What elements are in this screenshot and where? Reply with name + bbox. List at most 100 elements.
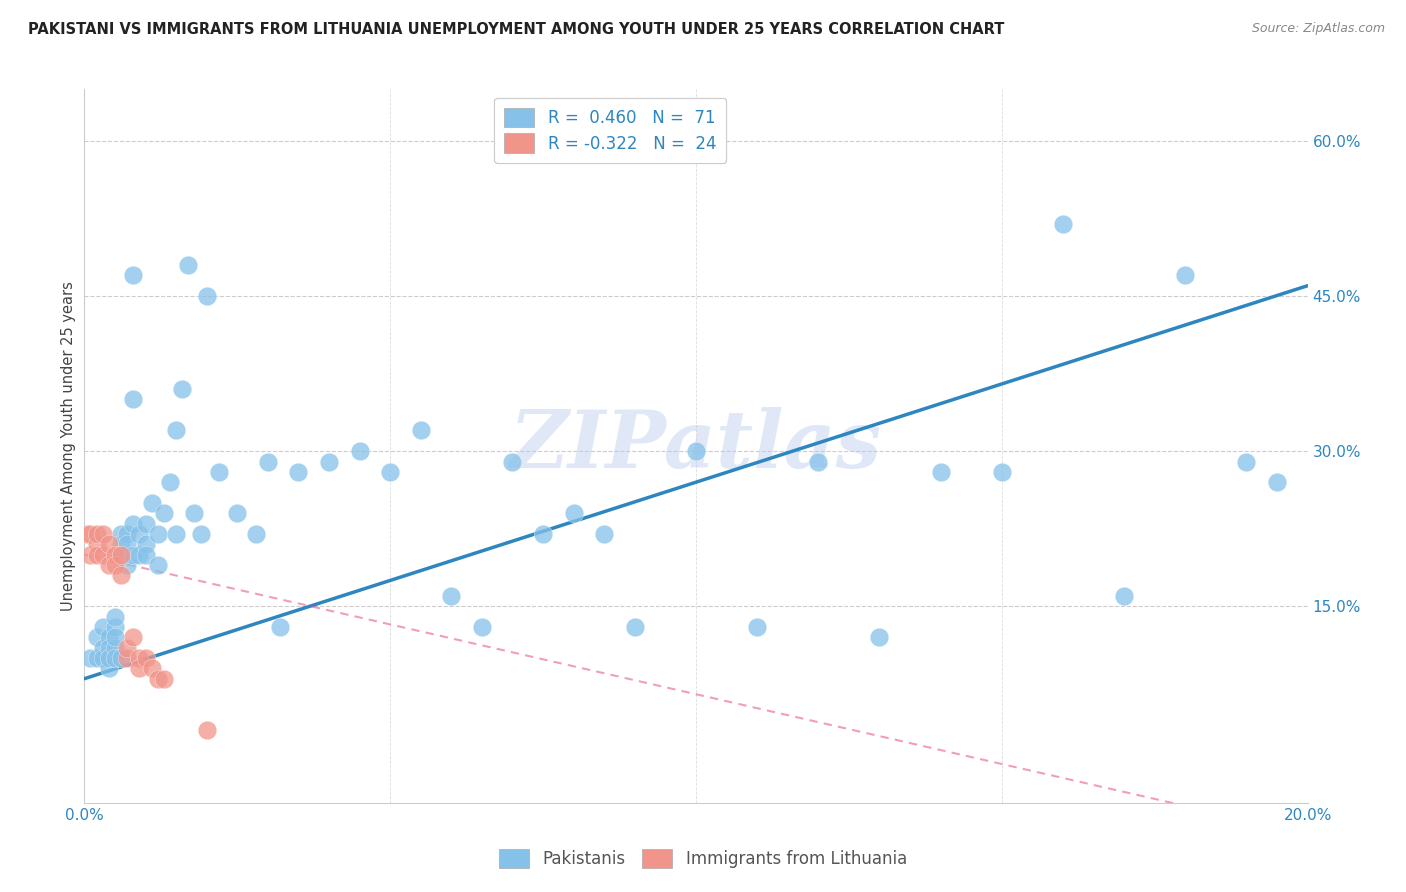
- Point: [624, 620, 647, 634]
- Point: [91, 651, 114, 665]
- Point: [991, 465, 1014, 479]
- Point: [79, 548, 101, 562]
- Point: [122, 268, 145, 283]
- Point: [165, 527, 187, 541]
- Point: [104, 609, 127, 624]
- Point: [128, 548, 150, 562]
- Point: [128, 661, 150, 675]
- Point: [135, 548, 157, 562]
- Point: [195, 723, 218, 738]
- Point: [76, 527, 98, 541]
- Text: PAKISTANI VS IMMIGRANTS FROM LITHUANIA UNEMPLOYMENT AMONG YOUTH UNDER 25 YEARS C: PAKISTANI VS IMMIGRANTS FROM LITHUANIA U…: [28, 22, 1004, 37]
- Point: [104, 640, 127, 655]
- Point: [471, 620, 494, 634]
- Point: [104, 651, 127, 665]
- Point: [86, 548, 108, 562]
- Point: [177, 258, 200, 272]
- Point: [122, 392, 145, 407]
- Point: [1174, 268, 1197, 283]
- Point: [869, 630, 891, 644]
- Point: [380, 465, 402, 479]
- Point: [153, 672, 176, 686]
- Point: [122, 516, 145, 531]
- Point: [128, 527, 150, 541]
- Point: [79, 527, 101, 541]
- Point: [531, 527, 554, 541]
- Point: [135, 537, 157, 551]
- Point: [153, 506, 176, 520]
- Point: [141, 496, 163, 510]
- Point: [1265, 475, 1288, 490]
- Point: [91, 548, 114, 562]
- Point: [349, 444, 371, 458]
- Point: [269, 620, 291, 634]
- Point: [86, 630, 108, 644]
- Point: [86, 537, 108, 551]
- Point: [562, 506, 585, 520]
- Point: [318, 454, 340, 468]
- Point: [104, 620, 127, 634]
- Point: [110, 548, 132, 562]
- Point: [110, 527, 132, 541]
- Point: [86, 527, 108, 541]
- Point: [122, 548, 145, 562]
- Point: [1236, 454, 1258, 468]
- Point: [110, 651, 132, 665]
- Point: [104, 548, 127, 562]
- Point: [86, 651, 108, 665]
- Point: [104, 558, 127, 572]
- Point: [287, 465, 309, 479]
- Point: [110, 537, 132, 551]
- Legend: R =  0.460   N =  71, R = -0.322   N =  24: R = 0.460 N = 71, R = -0.322 N = 24: [495, 97, 727, 162]
- Point: [747, 620, 769, 634]
- Point: [195, 289, 218, 303]
- Point: [146, 672, 169, 686]
- Point: [226, 506, 249, 520]
- Point: [245, 527, 267, 541]
- Point: [440, 589, 463, 603]
- Point: [257, 454, 280, 468]
- Point: [115, 651, 138, 665]
- Point: [146, 527, 169, 541]
- Point: [97, 537, 120, 551]
- Point: [97, 558, 120, 572]
- Point: [97, 661, 120, 675]
- Point: [128, 651, 150, 665]
- Point: [593, 527, 616, 541]
- Y-axis label: Unemployment Among Youth under 25 years: Unemployment Among Youth under 25 years: [60, 281, 76, 611]
- Point: [97, 640, 120, 655]
- Point: [115, 640, 138, 655]
- Point: [79, 651, 101, 665]
- Legend: Pakistanis, Immigrants from Lithuania: Pakistanis, Immigrants from Lithuania: [492, 842, 914, 875]
- Point: [208, 465, 231, 479]
- Point: [110, 568, 132, 582]
- Point: [685, 444, 707, 458]
- Point: [115, 558, 138, 572]
- Point: [97, 630, 120, 644]
- Text: ZIPatlas: ZIPatlas: [510, 408, 882, 484]
- Point: [159, 475, 181, 490]
- Point: [183, 506, 205, 520]
- Text: Source: ZipAtlas.com: Source: ZipAtlas.com: [1251, 22, 1385, 36]
- Point: [97, 651, 120, 665]
- Point: [807, 454, 830, 468]
- Point: [409, 424, 432, 438]
- Point: [91, 620, 114, 634]
- Point: [135, 516, 157, 531]
- Point: [135, 651, 157, 665]
- Point: [190, 527, 212, 541]
- Point: [1052, 217, 1074, 231]
- Point: [502, 454, 524, 468]
- Point: [104, 630, 127, 644]
- Point: [115, 537, 138, 551]
- Point: [146, 558, 169, 572]
- Point: [165, 424, 187, 438]
- Point: [172, 382, 194, 396]
- Point: [929, 465, 952, 479]
- Point: [1114, 589, 1136, 603]
- Point: [141, 661, 163, 675]
- Point: [115, 527, 138, 541]
- Point: [91, 527, 114, 541]
- Point: [91, 640, 114, 655]
- Point: [110, 548, 132, 562]
